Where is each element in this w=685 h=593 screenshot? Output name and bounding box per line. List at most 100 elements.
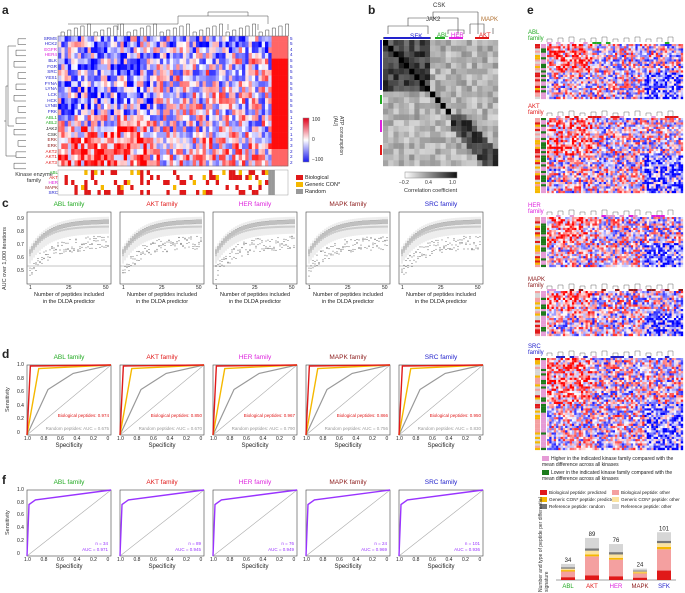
- e-cell: [642, 68, 645, 71]
- c-outlier: [275, 242, 277, 244]
- heat-cell: [117, 64, 121, 71]
- c-outlier: [180, 242, 182, 244]
- heat-cell: [77, 143, 82, 150]
- heat-cell: [107, 81, 111, 88]
- c-outlier: [103, 246, 105, 248]
- heat-cell: [100, 154, 105, 161]
- e-cell: [599, 52, 602, 56]
- c-outlier: [471, 248, 473, 250]
- corr-cell: [487, 131, 493, 138]
- family-cell: [64, 190, 69, 195]
- d-rand-auc: Random peptides: AUC = 0.830: [417, 426, 481, 431]
- e-topbar-cell: [628, 42, 634, 44]
- f-xtick: 0: [199, 557, 203, 563]
- heat-cell: [232, 126, 236, 133]
- e-cell: [635, 44, 638, 47]
- f-xtick: 1.0: [396, 557, 403, 563]
- c-box: [225, 236, 227, 241]
- heat-cell: [219, 98, 223, 105]
- family-cell: [219, 175, 223, 180]
- c-box: [140, 230, 142, 235]
- c-outlier: [69, 239, 71, 240]
- e-cell: [610, 66, 613, 69]
- heat-cell: [127, 58, 131, 65]
- heat-cell: [261, 103, 266, 110]
- heat-cell: [255, 120, 259, 127]
- c-outlier: [71, 246, 73, 248]
- e-topbar-cell: [560, 42, 566, 44]
- corr-cell: [393, 114, 399, 121]
- heat-cell: [87, 36, 92, 42]
- corr-cell: [487, 160, 493, 167]
- heat-cell: [74, 132, 79, 139]
- e-cell: [644, 55, 647, 58]
- e-cell: [680, 68, 684, 71]
- family-cell: [271, 185, 276, 190]
- c-outlier: [283, 238, 285, 240]
- corr-cell: [393, 91, 399, 98]
- heat-cell: [113, 98, 118, 105]
- heat-cell: [274, 92, 279, 99]
- heat-cell: [61, 52, 65, 59]
- heat-cell: [255, 81, 259, 88]
- heat-cell: [182, 64, 187, 71]
- family-cell: [179, 190, 184, 195]
- corr-cell: [461, 74, 467, 81]
- family-cell: [205, 175, 210, 180]
- c-box: [328, 229, 330, 234]
- corr-cell: [409, 125, 415, 132]
- heat-cell: [81, 75, 85, 82]
- heat-cell: [232, 58, 236, 65]
- corr-cell: [471, 85, 478, 92]
- corr-cell: [487, 148, 493, 155]
- e-cell: [680, 72, 684, 75]
- e-cell: [619, 74, 622, 78]
- c-box: [370, 220, 372, 225]
- c-mean-box: [372, 225, 374, 228]
- e-cell: [642, 55, 645, 58]
- c-outlier: [190, 236, 192, 238]
- heat-cell: [274, 160, 279, 167]
- corr-cell: [414, 85, 420, 92]
- family-cell: [67, 185, 72, 190]
- c-outlier: [443, 247, 445, 249]
- f-n: n = 34: [95, 541, 108, 546]
- f-xtick: 0: [385, 557, 389, 563]
- heat-cell: [196, 160, 200, 167]
- corr-cell: [471, 74, 478, 81]
- c-mean-box: [162, 227, 164, 230]
- e-cell: [578, 77, 582, 80]
- heat-cell: [225, 132, 230, 139]
- heat-cell: [186, 58, 190, 65]
- c-box: [332, 227, 334, 232]
- e-cell: [560, 44, 564, 47]
- heat-cell: [196, 132, 200, 139]
- c-outlier: [477, 248, 479, 250]
- e-cell: [560, 63, 564, 67]
- heat-cell: [271, 98, 276, 105]
- heat-cell: [215, 69, 220, 76]
- corr-cell: [466, 160, 473, 167]
- heat-cell: [64, 47, 69, 54]
- e-cell: [662, 74, 666, 78]
- heat-cell: [228, 149, 233, 155]
- e-cell: [551, 50, 554, 53]
- corr-cell: [424, 137, 431, 144]
- corr-cell: [403, 148, 410, 155]
- c-outlier: [223, 265, 225, 267]
- heat-cell: [212, 81, 217, 88]
- heat-cell: [84, 41, 88, 48]
- e-side-cell: [535, 72, 540, 75]
- heat-cell: [202, 69, 207, 76]
- corr-cell: [487, 120, 493, 127]
- e-cell: [621, 74, 625, 78]
- heat-cell: [189, 81, 194, 88]
- c-outlier: [47, 259, 49, 261]
- corr-cell: [419, 97, 426, 104]
- corr-cell: [424, 62, 431, 69]
- corr-cell: [393, 148, 399, 155]
- corr-cell: [388, 40, 394, 46]
- e-cell: [592, 48, 595, 51]
- e-cell: [567, 48, 570, 51]
- e-cell: [556, 55, 559, 58]
